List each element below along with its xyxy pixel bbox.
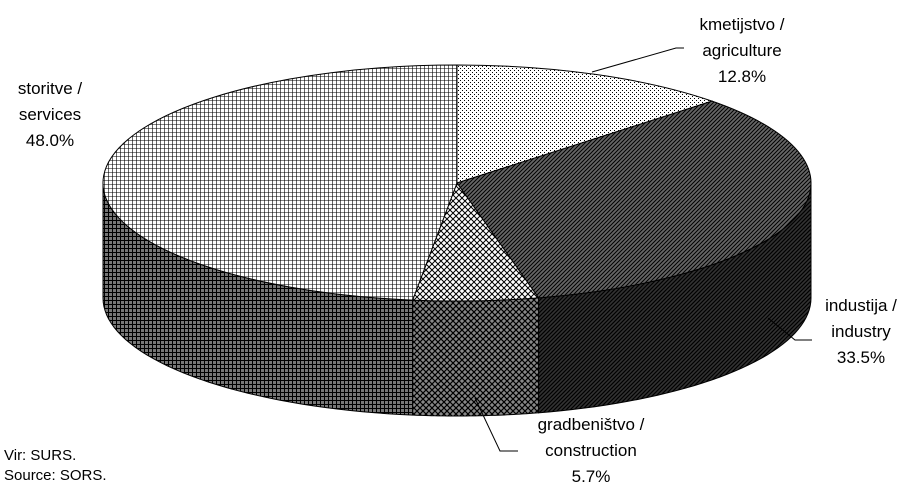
slice-label-construction-en: construction xyxy=(545,441,637,460)
source-note-sl: Vir: SURS. xyxy=(4,447,77,464)
slice-label-agriculture-en: agriculture xyxy=(702,41,781,60)
source-note-en: Source: SORS. xyxy=(4,467,107,484)
slice-label-services-en: services xyxy=(19,105,81,124)
slice-value-industry: 33.5% xyxy=(837,348,885,367)
slice-label-agriculture: kmetijstvo / agriculture 12.8% xyxy=(699,15,784,86)
leader-line-construction xyxy=(474,397,518,452)
slice-value-services: 48.0% xyxy=(26,131,74,150)
slice-label-industry-en: industry xyxy=(831,322,891,341)
slice-label-agriculture-sl: kmetijstvo / xyxy=(699,15,784,34)
pie-slice-construction xyxy=(411,181,540,302)
slice-label-industry-sl: industija / xyxy=(825,296,897,315)
slice-label-construction-sl: gradbeništvo / xyxy=(538,415,645,434)
slice-value-agriculture: 12.8% xyxy=(718,67,766,86)
pie-top xyxy=(102,64,812,302)
slice-label-services-sl: storitve / xyxy=(18,79,83,98)
pie-slice-services xyxy=(102,64,458,301)
slice-label-construction: gradbeništvo / construction 5.7% xyxy=(538,415,645,486)
leader-line-agriculture xyxy=(591,47,684,73)
slice-label-services: storitve / services 48.0% xyxy=(18,79,83,150)
pie-slice-agriculture xyxy=(456,64,714,184)
slice-label-industry: industija / industry 33.5% xyxy=(825,296,897,367)
leader-line-industry xyxy=(767,317,812,341)
slice-value-construction: 5.7% xyxy=(572,467,611,486)
pie-slice-industry xyxy=(456,100,812,299)
pie-sides xyxy=(102,182,812,417)
